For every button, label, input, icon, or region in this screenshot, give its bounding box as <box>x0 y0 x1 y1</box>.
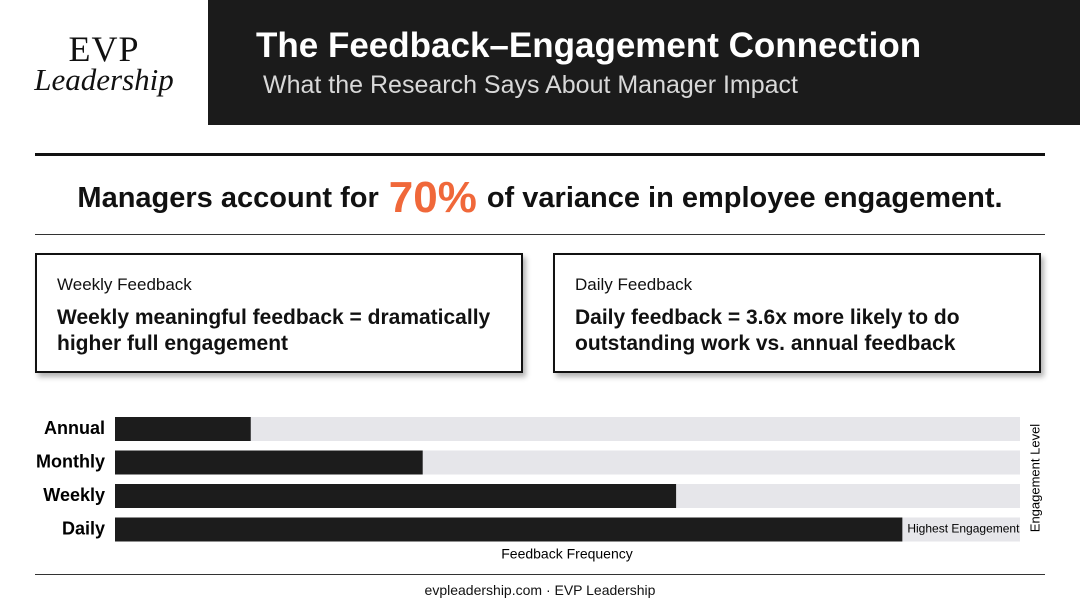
bar <box>115 450 423 475</box>
headline-before: Managers account for <box>77 181 379 214</box>
divider <box>35 153 1045 156</box>
title: The Feedback–Engagement Connection <box>256 26 922 65</box>
divider <box>35 574 1045 575</box>
logo-top: EVP <box>68 29 140 69</box>
y-tick-label: Monthly <box>36 451 105 471</box>
y-tick-label: Annual <box>44 418 105 438</box>
headline: Managers account for 70% of variance in … <box>0 166 1080 230</box>
chart: Feedback Frequency Engagement Level Annu… <box>36 417 1042 562</box>
bar <box>115 517 903 542</box>
y-tick-label: Weekly <box>43 485 105 505</box>
y-tick-label: Daily <box>62 518 105 538</box>
annotation: Highest Engagement <box>907 522 1020 536</box>
bar <box>115 484 677 508</box>
headline-highlight: 70% <box>388 173 477 222</box>
bar <box>115 417 251 441</box>
x-axis-label: Feedback Frequency <box>501 546 633 562</box>
bar-track <box>115 417 1020 441</box>
card-text: Weekly meaningful feedback = dramaticall… <box>57 306 491 355</box>
logo-bottom: Leadership <box>34 62 174 97</box>
card-label: Weekly Feedback <box>57 275 192 294</box>
subtitle: What the Research Says About Manager Imp… <box>263 71 798 99</box>
card-label: Daily Feedback <box>575 275 693 294</box>
card: Daily Feedback Daily feedback = 3.6x mor… <box>553 253 1041 373</box>
divider <box>35 234 1045 235</box>
y2-axis-label: Engagement Level <box>1027 424 1042 533</box>
card-text: Daily feedback = 3.6x more likely to do … <box>575 306 960 355</box>
card: Weekly Feedback Weekly meaningful feedba… <box>35 253 523 373</box>
header-band: The Feedback–Engagement Connection What … <box>208 0 1080 125</box>
footer: evpleadership.com · EVP Leadership <box>424 582 656 598</box>
headline-after: of variance in employee engagement. <box>486 181 1003 214</box>
logo: EVP Leadership <box>0 0 208 125</box>
